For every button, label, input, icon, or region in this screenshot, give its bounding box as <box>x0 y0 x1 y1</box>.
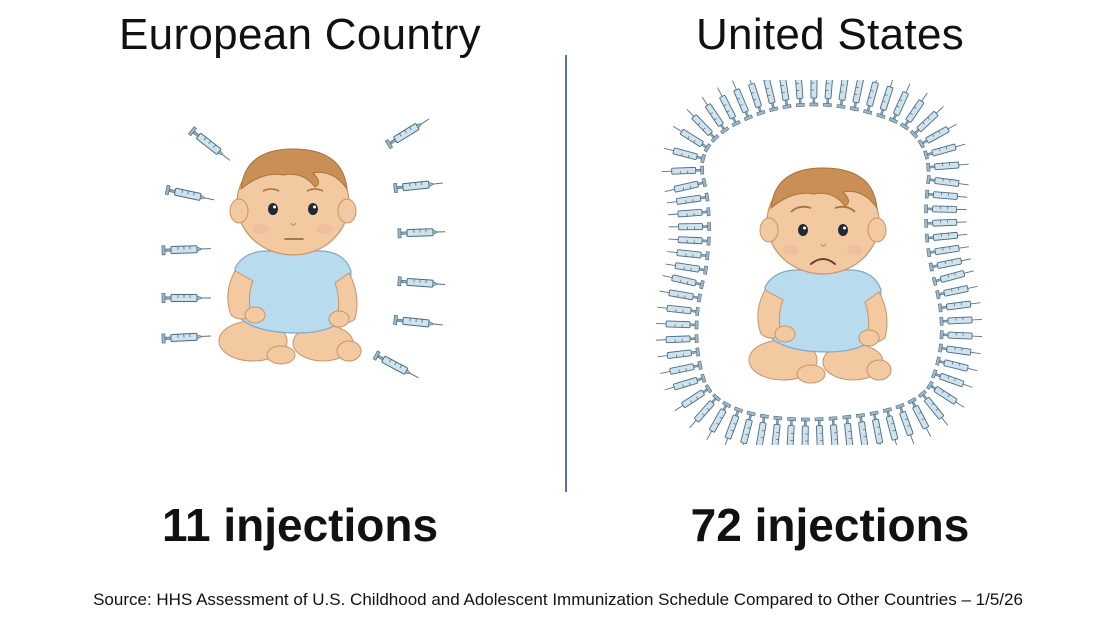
syringe-icon <box>828 416 841 445</box>
syringe-icon <box>800 417 810 445</box>
left-title: European Country <box>119 10 481 59</box>
syringe-icon <box>667 207 711 220</box>
syringe-icon <box>655 319 699 330</box>
syringe-icon <box>939 315 983 326</box>
syringe-icon <box>935 281 979 300</box>
baby-illustration <box>218 148 362 365</box>
syringe-icon <box>926 159 970 172</box>
syringe-icon <box>924 229 969 243</box>
syringe-icon <box>926 242 970 258</box>
syringe-icon <box>924 217 968 228</box>
syringe-icon <box>931 266 976 287</box>
column-divider <box>565 55 567 492</box>
syringe-icon <box>188 126 234 165</box>
syringe-icon <box>661 165 705 177</box>
syringe-icon <box>655 334 699 345</box>
syringe-icon <box>656 347 701 362</box>
syringe-icon <box>836 80 852 110</box>
right-illustration <box>655 80 983 445</box>
syringe-icon <box>397 276 445 290</box>
syringe-icon <box>869 410 887 445</box>
syringe-icon <box>164 184 216 205</box>
syringe-icon <box>939 330 983 341</box>
syringe-icon <box>666 247 710 261</box>
syringe-icon <box>664 259 709 275</box>
syringe-icon <box>935 356 979 376</box>
syringe-icon <box>937 343 982 359</box>
syringe-icon <box>926 174 970 190</box>
syringe-icon <box>659 360 703 378</box>
syringe-icon <box>769 415 783 445</box>
syringe-icon <box>161 331 212 344</box>
syringe-icon <box>862 80 883 115</box>
syringe-icon <box>776 80 792 110</box>
syringe-icon <box>937 298 982 313</box>
syringe-icon <box>658 286 702 303</box>
syringe-icon <box>849 80 868 112</box>
syringe-icon <box>372 350 422 383</box>
syringe-icon <box>753 413 769 445</box>
syringe-icon <box>668 222 712 232</box>
syringe-icon <box>161 243 212 256</box>
syringe-icon <box>736 410 756 445</box>
syringe-icon <box>882 407 902 445</box>
right-injection-count: 72 injections <box>690 499 970 551</box>
syringe-icon <box>667 234 711 246</box>
syringe-icon <box>809 80 819 107</box>
syringe-icon <box>759 80 779 113</box>
syringe-icon <box>842 414 856 445</box>
source-citation: Source: HHS Assessment of U.S. Childhood… <box>93 590 1023 609</box>
syringe-icon <box>793 80 805 108</box>
syringe-icon <box>784 416 797 445</box>
syringe-icon <box>661 271 705 290</box>
syringe-icon <box>384 114 433 150</box>
syringe-icon <box>393 178 444 194</box>
syringe-icon <box>924 189 969 202</box>
baby-illustration <box>748 167 892 384</box>
syringe-icon <box>924 204 968 215</box>
syringe-icon <box>663 177 708 196</box>
syringe-icon <box>855 412 871 445</box>
syringe-icon <box>665 192 710 208</box>
left-injection-count: 11 injections <box>161 499 439 551</box>
syringe-icon <box>393 314 444 330</box>
right-title: United States <box>695 10 965 59</box>
syringe-icon <box>161 293 212 303</box>
syringe-icon <box>822 80 836 108</box>
syringe-icon <box>397 226 445 239</box>
left-illustration <box>161 114 445 383</box>
syringe-icon <box>923 139 967 160</box>
syringe-icon <box>814 417 826 445</box>
syringe-icon <box>656 302 700 317</box>
syringe-icon <box>928 254 973 272</box>
syringe-icon <box>662 143 707 164</box>
